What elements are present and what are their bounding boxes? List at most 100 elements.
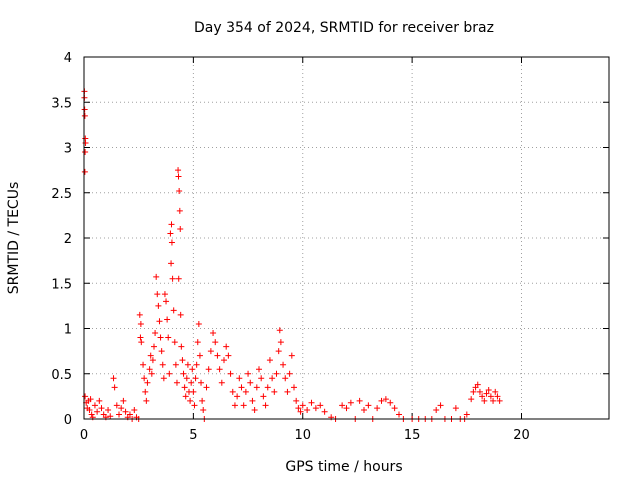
data-point <box>190 388 197 395</box>
data-point <box>269 375 276 382</box>
data-point <box>221 357 227 364</box>
data-point <box>194 339 201 346</box>
data-point <box>288 352 295 359</box>
data-point <box>157 334 164 341</box>
y-tick-label: 2 <box>64 232 72 247</box>
data-point <box>110 375 117 382</box>
data-point <box>164 316 171 323</box>
data-point <box>153 273 160 280</box>
data-point <box>253 384 260 391</box>
data-point <box>308 399 315 406</box>
data-point <box>170 307 177 314</box>
data-point <box>396 411 402 418</box>
data-point <box>223 343 230 350</box>
data-point <box>148 370 155 377</box>
data-point <box>96 397 103 404</box>
data-point <box>216 366 223 373</box>
data-point <box>168 260 175 267</box>
data-point <box>242 388 249 395</box>
data-point <box>81 106 88 113</box>
data-point <box>339 402 346 409</box>
y-axis-label: SRMTID / TECUs <box>6 182 22 295</box>
data-point <box>481 397 488 404</box>
data-point <box>207 348 214 355</box>
data-point <box>365 402 372 409</box>
data-point <box>490 397 497 404</box>
data-point <box>391 405 398 412</box>
data-point <box>180 370 187 377</box>
data-point <box>485 387 492 394</box>
y-tick-label: 1 <box>64 323 72 338</box>
data-point <box>260 393 267 400</box>
data-point <box>175 275 182 282</box>
data-point <box>483 390 490 397</box>
data-point <box>155 302 162 309</box>
data-point <box>284 388 291 395</box>
data-point <box>81 112 88 119</box>
data-point <box>200 406 207 413</box>
data-point <box>161 291 168 298</box>
data-point <box>343 405 350 412</box>
data-point <box>172 361 179 368</box>
data-point <box>203 384 210 391</box>
x-tick-label: 15 <box>404 428 421 443</box>
y-tick-label: 1.5 <box>51 277 72 292</box>
data-point <box>476 388 483 395</box>
data-point <box>249 397 256 404</box>
data-point <box>118 405 125 412</box>
data-point <box>240 402 247 409</box>
data-point <box>251 406 258 413</box>
data-point <box>196 352 203 359</box>
data-point <box>264 384 271 391</box>
data-point <box>463 411 470 418</box>
data-point <box>169 275 176 282</box>
data-point <box>382 396 389 403</box>
data-point <box>275 348 282 355</box>
data-point <box>234 393 241 400</box>
data-point <box>184 361 191 368</box>
data-point <box>195 320 202 327</box>
data-point <box>361 406 367 413</box>
data-point <box>146 366 153 373</box>
data-point <box>107 413 114 420</box>
y-tick-label: 3.5 <box>51 96 72 111</box>
data-point <box>156 318 163 325</box>
data-point <box>137 334 144 341</box>
data-point <box>474 381 481 388</box>
data-point <box>167 230 174 237</box>
data-point <box>470 388 477 395</box>
data-point <box>492 388 499 395</box>
data-point <box>256 366 262 373</box>
data-point <box>437 402 444 409</box>
data-point <box>317 402 324 409</box>
data-point <box>225 352 232 359</box>
data-point <box>140 361 147 368</box>
data-point <box>312 405 319 412</box>
data-point <box>494 393 501 400</box>
data-point <box>374 405 381 412</box>
data-point <box>175 167 182 174</box>
data-point <box>181 384 188 391</box>
data-point <box>176 207 183 214</box>
x-tick-label: 0 <box>80 428 88 443</box>
data-point <box>152 330 159 337</box>
data-point <box>160 375 167 382</box>
data-point <box>173 379 180 386</box>
data-point <box>188 379 195 386</box>
data-point <box>262 402 269 409</box>
data-point <box>210 330 217 337</box>
data-point <box>165 334 172 341</box>
data-point <box>299 402 306 409</box>
y-tick-label: 0 <box>64 413 72 428</box>
data-point <box>189 366 196 373</box>
y-tick-label: 4 <box>64 51 72 66</box>
data-point <box>276 327 283 334</box>
data-point <box>192 375 199 382</box>
data-point <box>218 379 225 386</box>
data-point <box>171 339 178 346</box>
data-point <box>496 397 503 404</box>
data-point <box>166 370 173 377</box>
data-point <box>356 397 363 404</box>
data-point <box>293 397 300 404</box>
